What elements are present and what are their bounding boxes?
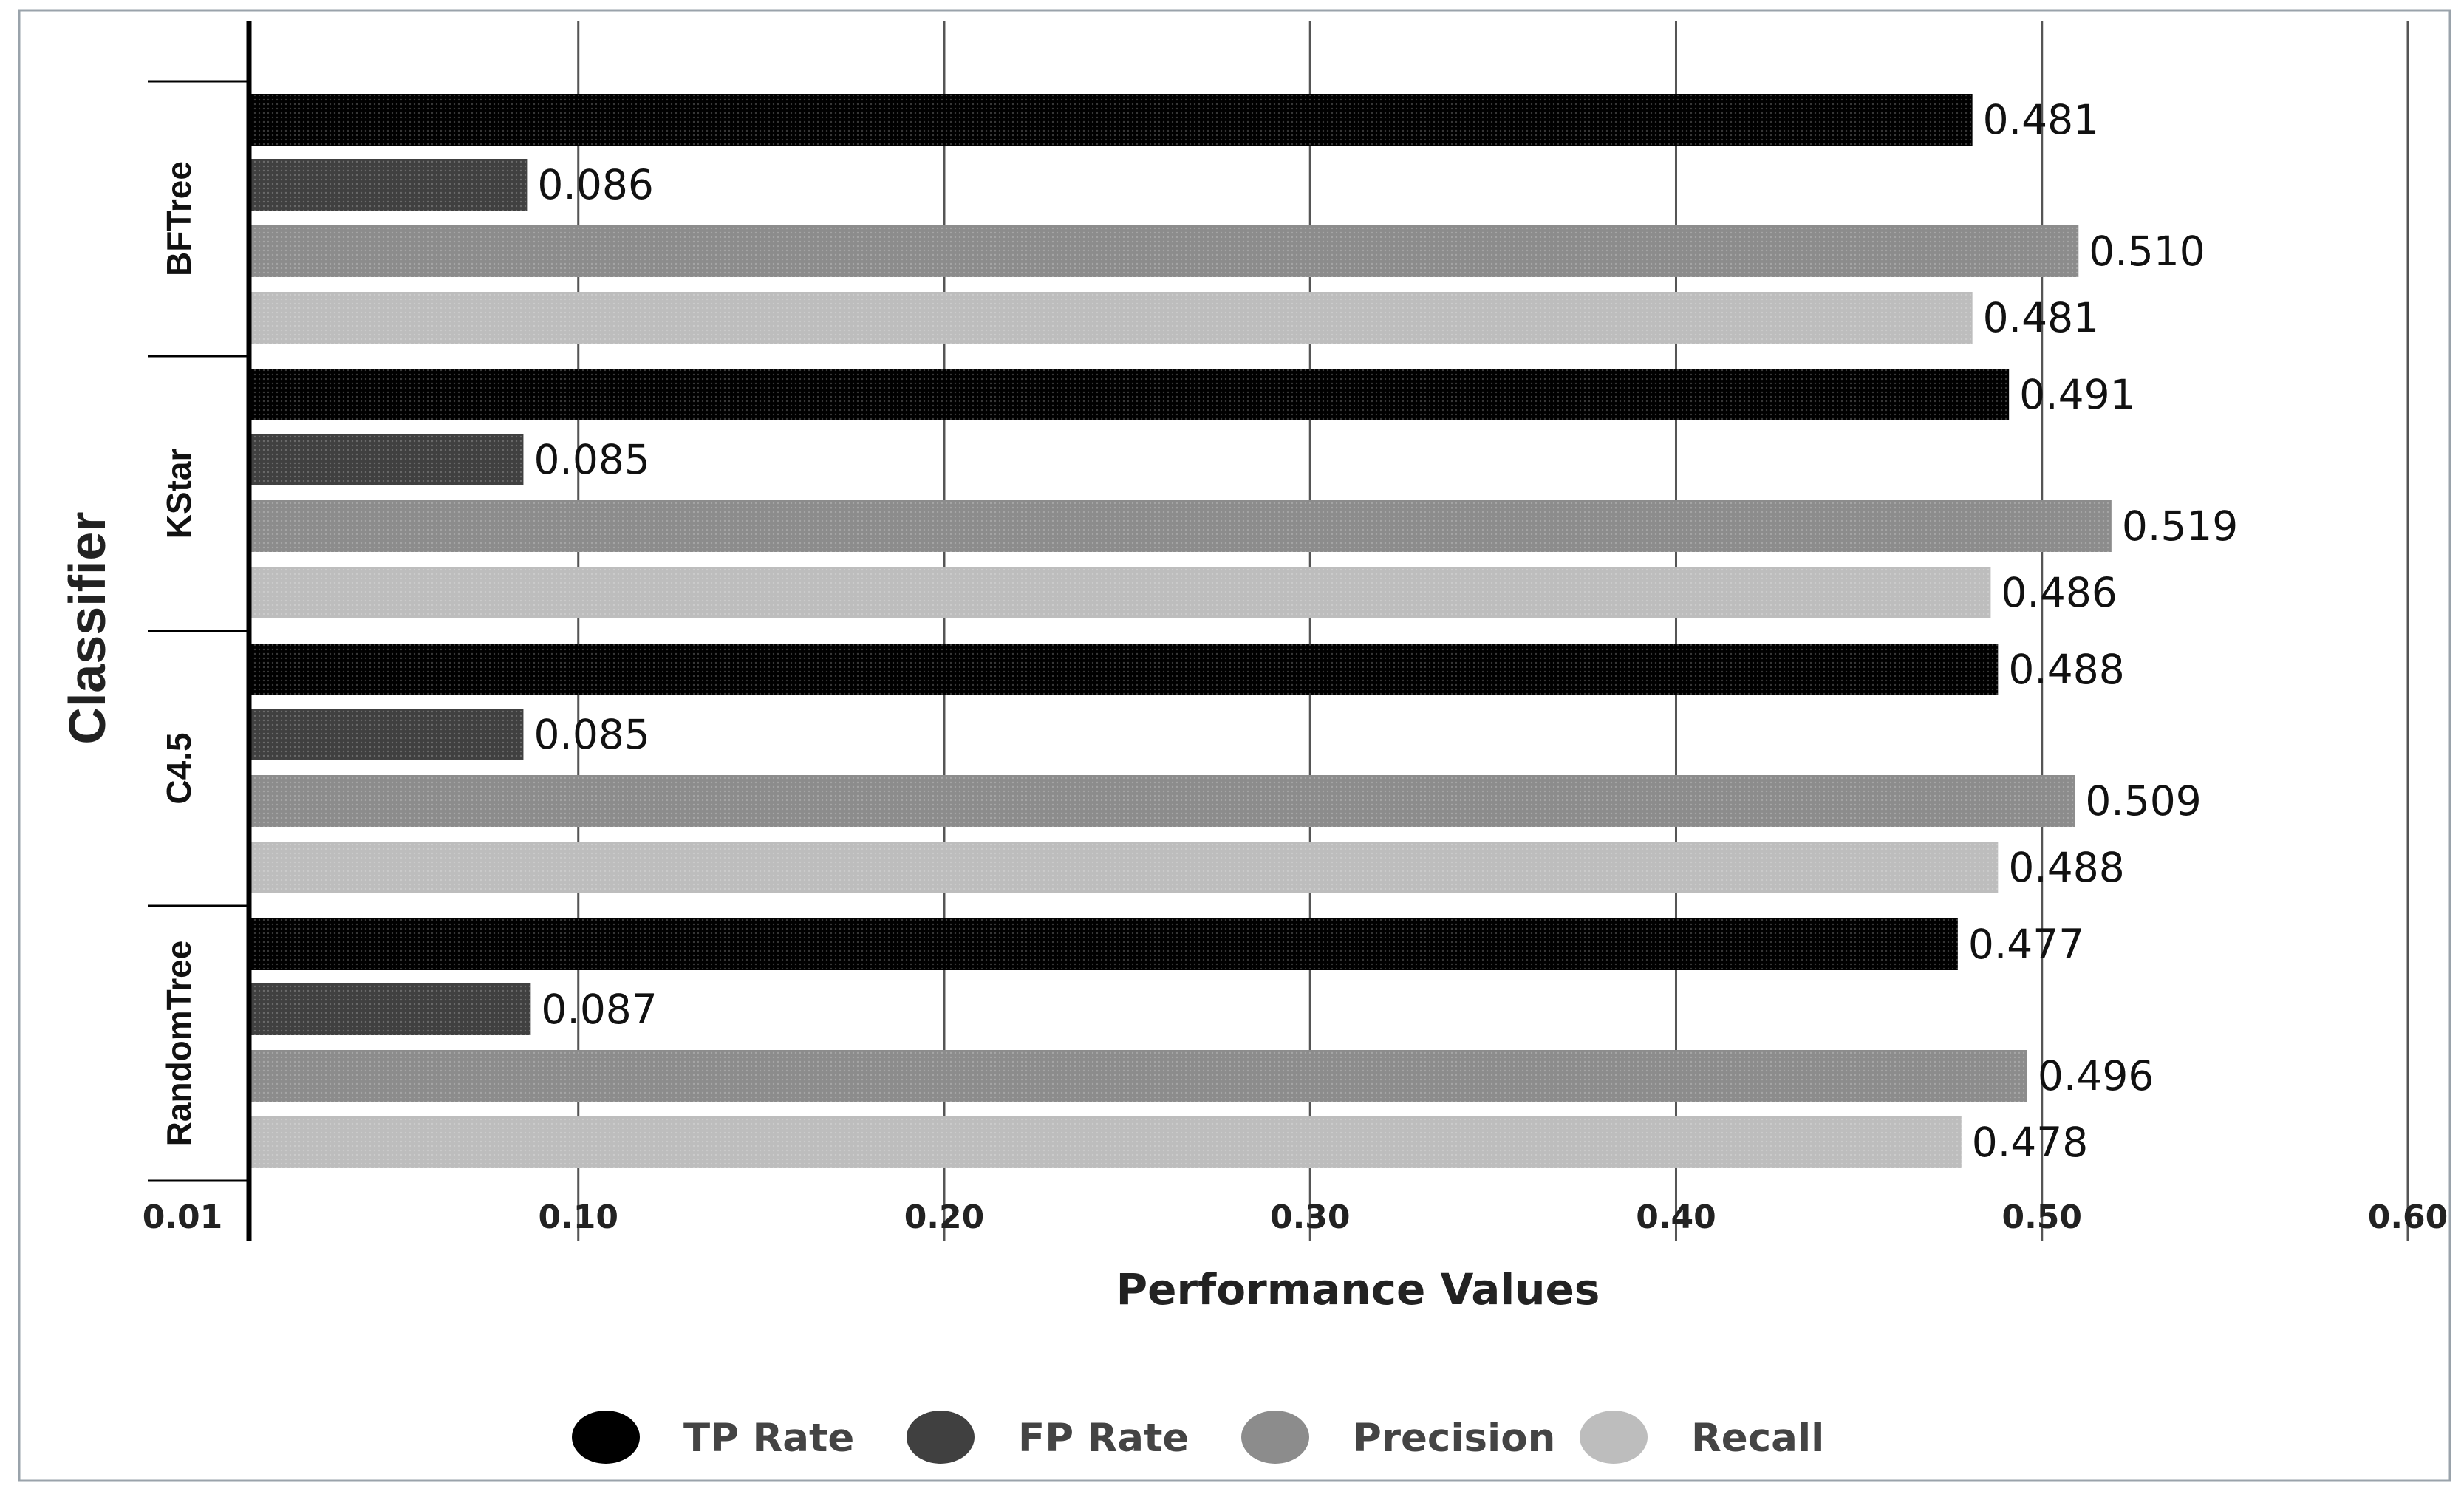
bar-texture <box>249 709 524 760</box>
value-label: 0.478 <box>1972 1119 2088 1166</box>
bar-texture <box>249 1050 2027 1102</box>
x-tick-label: 0.40 <box>1636 1198 1716 1236</box>
bar-texture <box>249 567 1991 618</box>
x-tick-label: 0.60 <box>2368 1198 2448 1236</box>
value-label: 0.086 <box>537 161 653 208</box>
y-axis-title: Classifier <box>58 511 116 744</box>
category-label: BFTree <box>160 161 198 276</box>
bar-texture <box>249 225 2079 277</box>
value-label: 0.519 <box>2122 502 2238 550</box>
category-label: RandomTree <box>160 941 198 1147</box>
legend-swatch <box>907 1411 975 1464</box>
value-label: 0.488 <box>2008 646 2124 693</box>
value-label: 0.481 <box>1983 96 2099 143</box>
value-label: 0.491 <box>2019 371 2135 418</box>
category-labels: BFTree KStar C4.5 RandomTree <box>160 161 198 1146</box>
bar-texture <box>249 159 528 211</box>
bar-texture <box>249 434 524 485</box>
grid-lines <box>577 21 2409 1241</box>
bar-texture <box>249 292 1973 344</box>
legend-label: FP Rate <box>1018 1416 1189 1461</box>
legend: TP Rate FP Rate Precision Recall <box>572 1411 1824 1464</box>
legend-swatch <box>572 1411 640 1464</box>
category-ticks <box>148 80 249 1182</box>
bar-texture <box>249 1116 1962 1168</box>
legend-label: Precision <box>1353 1416 1555 1461</box>
value-label: 0.481 <box>1983 294 2099 341</box>
legend-item: FP Rate <box>907 1411 1189 1464</box>
bar-texture <box>249 644 1999 695</box>
legend-label: TP Rate <box>683 1416 854 1461</box>
bar-texture <box>249 983 531 1035</box>
bar-texture <box>249 842 1999 893</box>
value-label: 0.085 <box>533 436 649 483</box>
x-tick-labels: 0.01 0.10 0.20 0.30 0.40 0.50 0.60 <box>143 1198 2448 1236</box>
x-tick-label: 0.01 <box>143 1198 223 1236</box>
legend-swatch <box>1580 1411 1648 1464</box>
legend-swatch <box>1241 1411 1309 1464</box>
category-label: C4.5 <box>160 732 198 804</box>
legend-item: Recall <box>1580 1411 1824 1464</box>
value-labels: 0.481 0.086 0.510 0.481 0.491 0.085 0.5190.486… <box>533 96 2238 1166</box>
bar-texture <box>249 94 1973 146</box>
value-label: 0.477 <box>1968 921 2084 968</box>
x-tick-label: 0.50 <box>2001 1198 2082 1236</box>
legend-item: TP Rate <box>572 1411 854 1464</box>
x-tick-label: 0.30 <box>1270 1198 1351 1236</box>
bar-texture <box>249 775 2075 827</box>
value-label: 0.087 <box>541 986 657 1033</box>
value-label: 0.496 <box>2038 1052 2154 1099</box>
legend-item: Precision <box>1241 1411 1555 1464</box>
x-axis-title: Performance Values <box>1116 1264 1600 1314</box>
x-tick-label: 0.20 <box>904 1198 985 1236</box>
legend-label: Recall <box>1691 1416 1824 1461</box>
bar-texture <box>249 500 2112 552</box>
value-label: 0.509 <box>2085 777 2201 825</box>
value-label: 0.486 <box>2001 569 2117 616</box>
value-label: 0.085 <box>533 711 649 758</box>
value-label: 0.488 <box>2008 844 2124 891</box>
x-tick-label: 0.10 <box>538 1198 618 1236</box>
bar-texture <box>249 918 1958 970</box>
bars <box>249 94 2112 1168</box>
category-label: KStar <box>160 449 198 539</box>
bar-texture <box>249 369 2010 420</box>
value-label: 0.510 <box>2089 228 2205 275</box>
